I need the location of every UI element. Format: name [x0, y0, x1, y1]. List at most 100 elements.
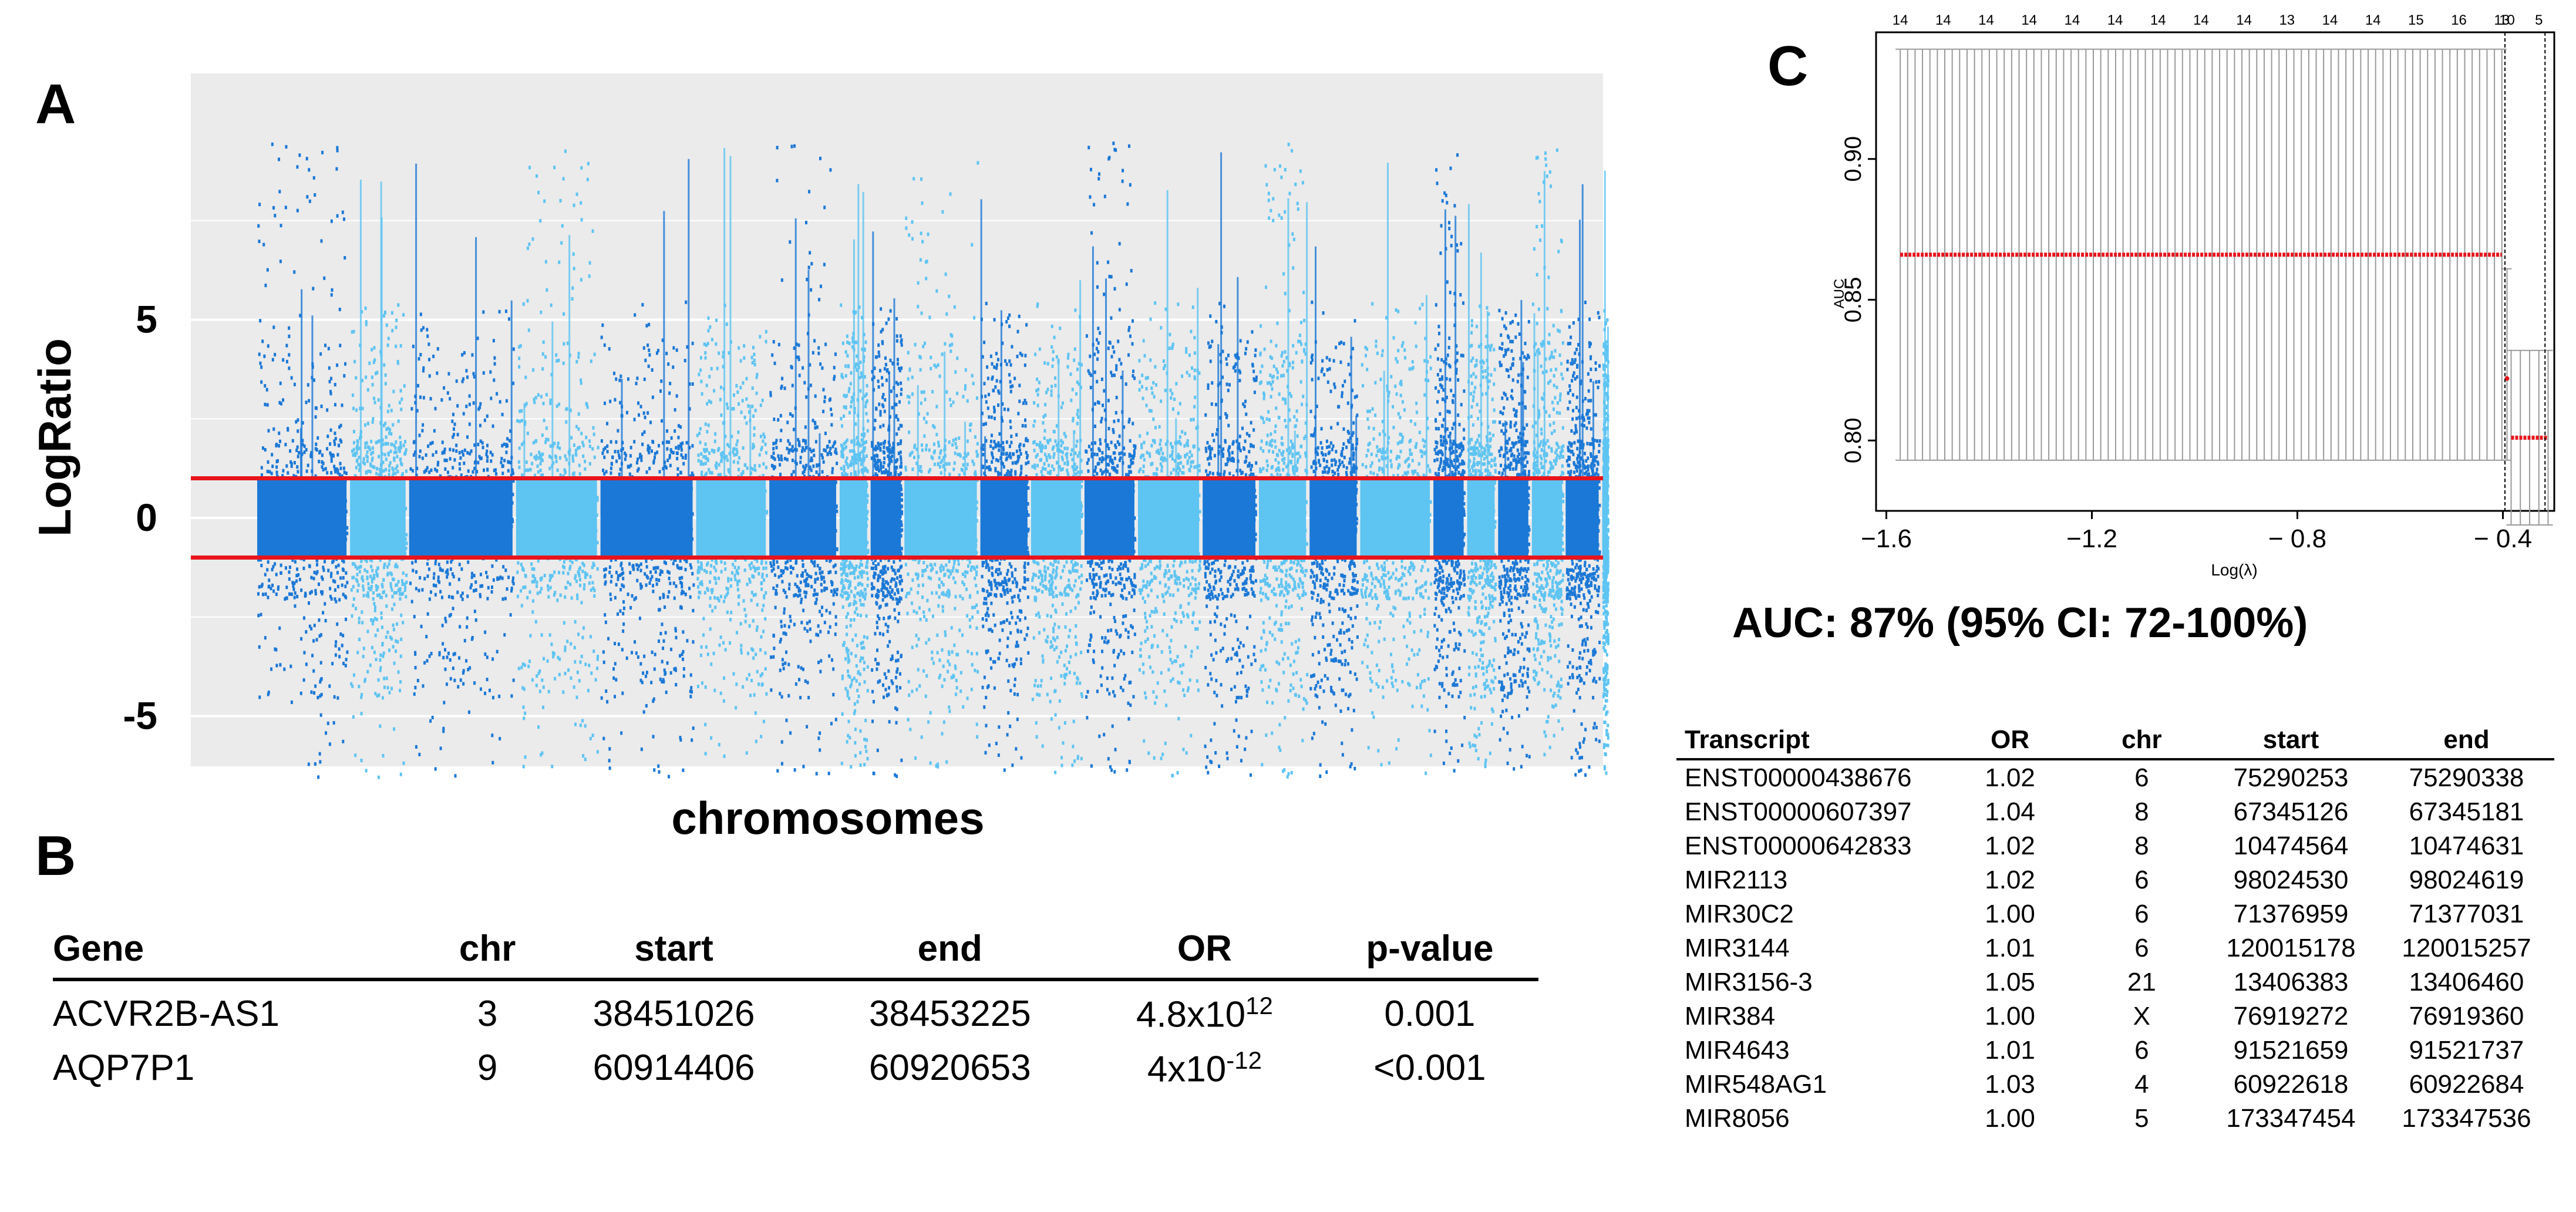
data-point — [894, 581, 897, 585]
data-point — [375, 493, 378, 497]
data-point — [843, 641, 846, 645]
data-point — [388, 469, 390, 473]
data-point — [374, 634, 377, 638]
data-point — [738, 402, 740, 406]
data-point — [679, 425, 682, 429]
data-point — [873, 529, 876, 533]
data-point — [480, 503, 483, 507]
data-point — [517, 561, 520, 565]
data-point — [346, 531, 349, 536]
data-point — [705, 449, 708, 453]
panel-b-letter: B — [35, 824, 76, 887]
data-point — [394, 564, 397, 568]
data-point — [887, 473, 890, 477]
data-point — [435, 491, 437, 496]
data-point — [840, 573, 843, 577]
data-point — [523, 546, 526, 550]
data-point — [847, 656, 850, 660]
data-point — [571, 286, 574, 290]
data-point — [319, 352, 322, 356]
data-point — [861, 563, 864, 567]
data-point — [539, 468, 542, 472]
data-point — [756, 483, 759, 487]
data-point — [899, 581, 902, 585]
data-point — [763, 548, 766, 553]
data-point — [846, 632, 848, 637]
data-point — [353, 520, 356, 524]
data-point — [446, 391, 449, 395]
data-point — [776, 769, 779, 773]
data-point — [790, 473, 793, 477]
data-point — [321, 150, 324, 154]
data-point — [863, 497, 866, 501]
data-point — [588, 545, 591, 549]
data-point — [736, 533, 739, 537]
data-point — [350, 588, 353, 592]
data-point — [853, 538, 856, 543]
data-point — [675, 683, 678, 687]
data-point — [625, 537, 628, 541]
data-point — [755, 553, 758, 557]
data-point — [392, 628, 395, 632]
data-point — [260, 365, 263, 369]
data-point — [795, 553, 798, 557]
data-point — [697, 565, 700, 570]
data-point — [511, 580, 514, 584]
data-point — [743, 356, 746, 360]
data-point — [471, 502, 474, 506]
data-point — [333, 464, 336, 469]
data-point — [460, 473, 463, 477]
data-point — [484, 652, 487, 656]
data-point — [554, 591, 557, 595]
data-point — [633, 597, 636, 601]
data-point — [651, 575, 654, 579]
data-point — [663, 668, 666, 672]
data-point — [896, 576, 899, 580]
data-point — [376, 573, 379, 577]
data-point — [464, 543, 467, 547]
data-point — [443, 511, 446, 515]
data-point — [564, 470, 567, 474]
data-point — [271, 583, 274, 587]
data-point — [856, 457, 858, 461]
chromosome-2-points — [350, 179, 408, 779]
data-point — [539, 590, 542, 594]
data-point — [426, 334, 429, 338]
data-point — [854, 365, 857, 369]
data-point — [590, 529, 592, 533]
data-point — [421, 480, 424, 484]
data-point — [473, 610, 476, 614]
data-point — [460, 511, 463, 515]
data-point — [315, 442, 318, 446]
data-point — [679, 654, 682, 658]
data-point — [531, 520, 534, 524]
data-point — [290, 462, 293, 466]
data-point — [388, 648, 391, 652]
data-point — [573, 443, 575, 447]
data-point — [618, 378, 621, 382]
data-point — [726, 490, 729, 494]
data-point — [849, 382, 852, 386]
data-point — [588, 503, 591, 507]
data-point — [275, 664, 278, 668]
data-point — [388, 464, 391, 468]
data-point — [330, 571, 333, 575]
data-point — [388, 484, 390, 488]
data-point — [330, 537, 333, 541]
data-point — [706, 402, 709, 406]
data-point — [648, 322, 651, 326]
data-point — [303, 450, 306, 455]
data-point — [757, 572, 760, 576]
data-point — [483, 544, 486, 548]
data-point — [576, 537, 579, 541]
data-point — [304, 594, 307, 598]
data-point — [802, 549, 804, 553]
data-point — [569, 583, 572, 587]
data-point — [427, 567, 430, 571]
data-point — [847, 389, 850, 393]
data-point — [275, 459, 278, 463]
data-point — [417, 357, 420, 361]
data-point — [797, 526, 800, 530]
data-point — [700, 551, 703, 556]
data-point — [761, 608, 764, 612]
